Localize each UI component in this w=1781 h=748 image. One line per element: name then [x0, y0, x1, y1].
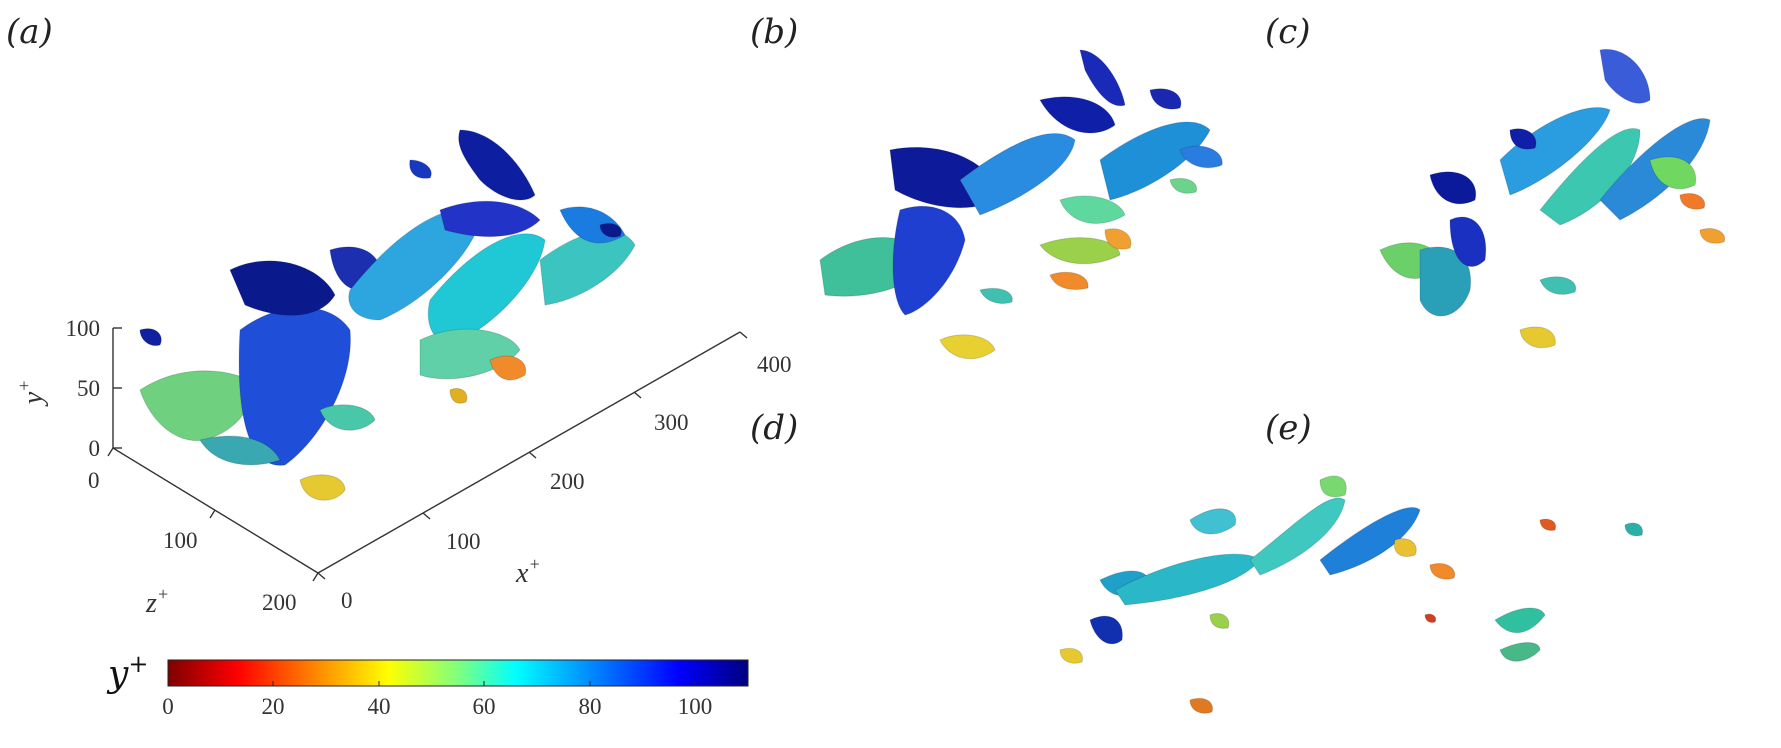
- panel-label-e: (e): [1265, 408, 1312, 448]
- x-tick-400: 400: [757, 352, 792, 377]
- panel-d-structures: [1059, 475, 1456, 714]
- colorbar-gradient-bar: [167, 659, 749, 687]
- panel-a-axes: [107, 327, 748, 582]
- colorbar: 0 20 40 60 80 100 y+: [106, 650, 749, 719]
- panel-label-b: (b): [750, 12, 799, 52]
- panel-a-structures: [139, 129, 636, 501]
- z-tick-200: 200: [262, 590, 297, 615]
- y-axis-label: y+: [14, 380, 49, 408]
- z-tick-0: 0: [88, 468, 100, 493]
- y-tick-100: 100: [66, 316, 101, 341]
- panel-label-a: (a): [6, 12, 53, 52]
- panel-c-structures: [1379, 48, 1726, 349]
- colorbar-label: y+: [106, 650, 148, 695]
- panel-e-structures: [1424, 518, 1644, 662]
- y-tick-0: 0: [89, 436, 101, 461]
- x-tick-100: 100: [446, 529, 481, 554]
- colorbar-tick-60: 60: [473, 694, 496, 719]
- panel-b-structures: [819, 49, 1223, 360]
- z-tick-100: 100: [163, 528, 198, 553]
- y-tick-50: 50: [77, 376, 100, 401]
- x-tick-0: 0: [341, 588, 353, 613]
- colorbar-tick-20: 20: [262, 694, 285, 719]
- x-tick-300: 300: [654, 410, 689, 435]
- panel-label-c: (c): [1265, 12, 1311, 52]
- colorbar-tick-100: 100: [678, 694, 713, 719]
- colorbar-tick-80: 80: [579, 694, 602, 719]
- panel-label-d: (d): [750, 408, 799, 448]
- colorbar-tick-0: 0: [162, 694, 174, 719]
- x-axis-label: x+: [515, 554, 541, 589]
- colorbar-tick-40: 40: [368, 694, 391, 719]
- x-tick-200: 200: [550, 469, 585, 494]
- z-axis-label: z+: [145, 584, 169, 619]
